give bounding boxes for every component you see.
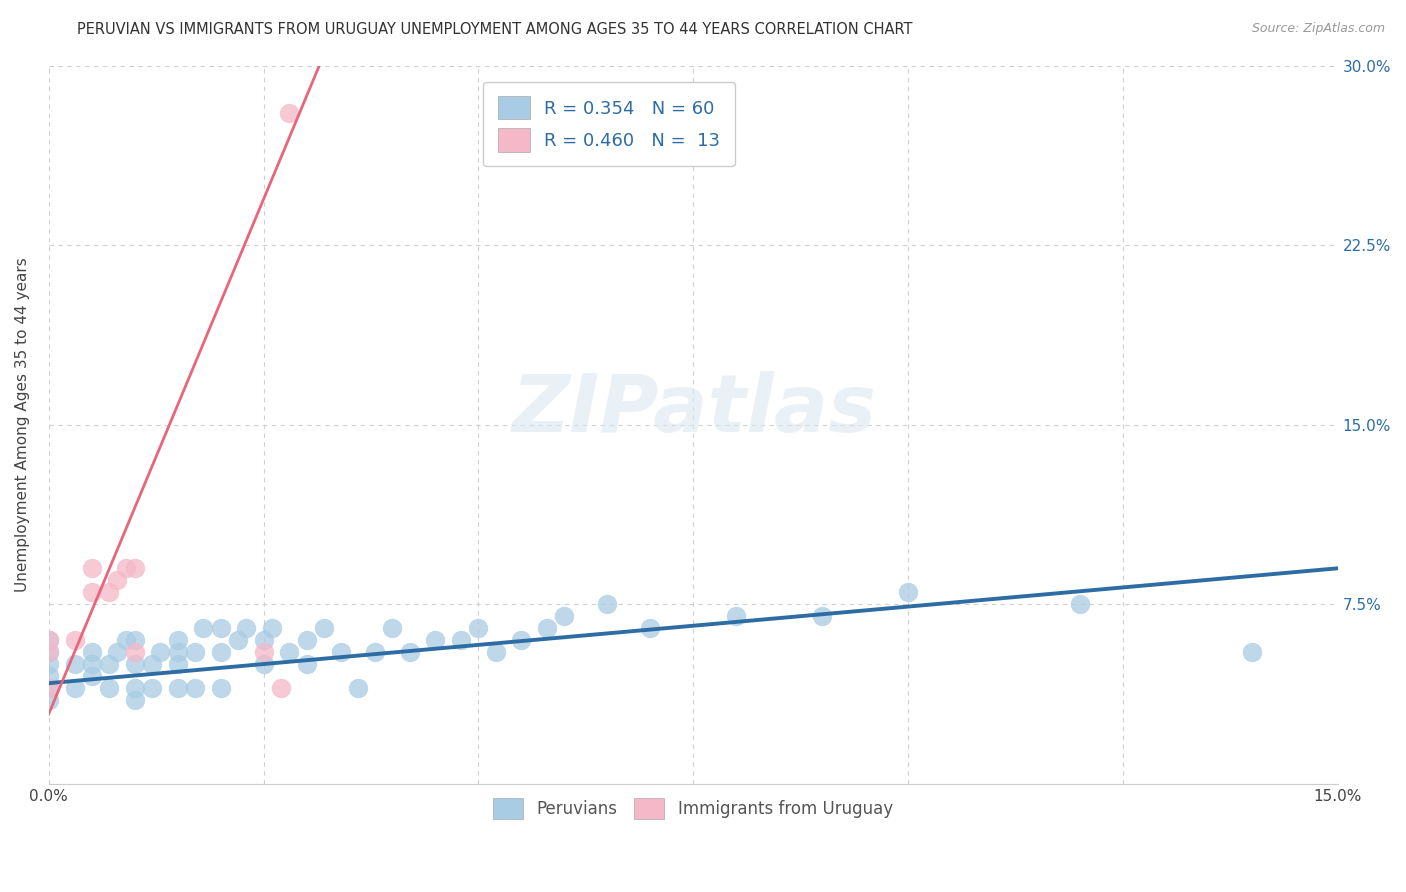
Point [262,621,284,635]
Point [124,681,146,695]
Point [209,681,232,695]
Point [536,621,558,635]
Point [450,633,472,648]
Point [209,621,232,635]
Point [97,657,120,671]
Point [638,621,661,635]
Point [278,645,301,659]
Point [115,633,138,648]
Point [381,621,404,635]
Point [124,693,146,707]
Point [209,645,232,659]
Point [295,633,318,648]
Point [252,633,274,648]
Point [811,609,834,624]
Point [184,681,207,695]
Point [80,561,103,575]
Point [124,645,146,659]
Point [553,609,575,624]
Point [38,645,60,659]
Point [364,645,387,659]
Point [1240,645,1263,659]
Point [107,645,129,659]
Point [63,681,86,695]
Point [115,561,138,575]
Point [107,574,129,588]
Point [141,681,163,695]
Point [725,609,748,624]
Point [166,657,188,671]
Point [193,621,215,635]
Point [149,645,172,659]
Point [312,621,335,635]
Text: PERUVIAN VS IMMIGRANTS FROM URUGUAY UNEMPLOYMENT AMONG AGES 35 TO 44 YEARS CORRE: PERUVIAN VS IMMIGRANTS FROM URUGUAY UNEM… [77,22,912,37]
Point [38,681,60,695]
Point [295,657,318,671]
Point [252,645,274,659]
Point [484,645,506,659]
Point [63,657,86,671]
Point [226,633,249,648]
Point [63,633,86,648]
Point [124,633,146,648]
Point [124,657,146,671]
Y-axis label: Unemployment Among Ages 35 to 44 years: Unemployment Among Ages 35 to 44 years [15,257,30,592]
Point [38,633,60,648]
Point [270,681,292,695]
Point [596,597,619,611]
Point [80,585,103,599]
Point [166,633,188,648]
Point [278,106,301,120]
Point [38,645,60,659]
Point [38,669,60,683]
Point [38,633,60,648]
Point [166,645,188,659]
Point [80,669,103,683]
Point [398,645,420,659]
Point [235,621,257,635]
Point [329,645,352,659]
Legend: Peruvians, Immigrants from Uruguay: Peruvians, Immigrants from Uruguay [486,791,900,826]
Point [347,681,370,695]
Point [38,657,60,671]
Point [141,657,163,671]
Point [510,633,533,648]
Point [166,681,188,695]
Point [425,633,447,648]
Text: Source: ZipAtlas.com: Source: ZipAtlas.com [1251,22,1385,36]
Point [80,657,103,671]
Point [184,645,207,659]
Point [897,585,920,599]
Point [80,645,103,659]
Point [97,585,120,599]
Text: ZIPatlas: ZIPatlas [510,371,876,450]
Point [97,681,120,695]
Point [252,657,274,671]
Point [38,693,60,707]
Point [38,681,60,695]
Point [467,621,489,635]
Point [1069,597,1091,611]
Point [124,561,146,575]
